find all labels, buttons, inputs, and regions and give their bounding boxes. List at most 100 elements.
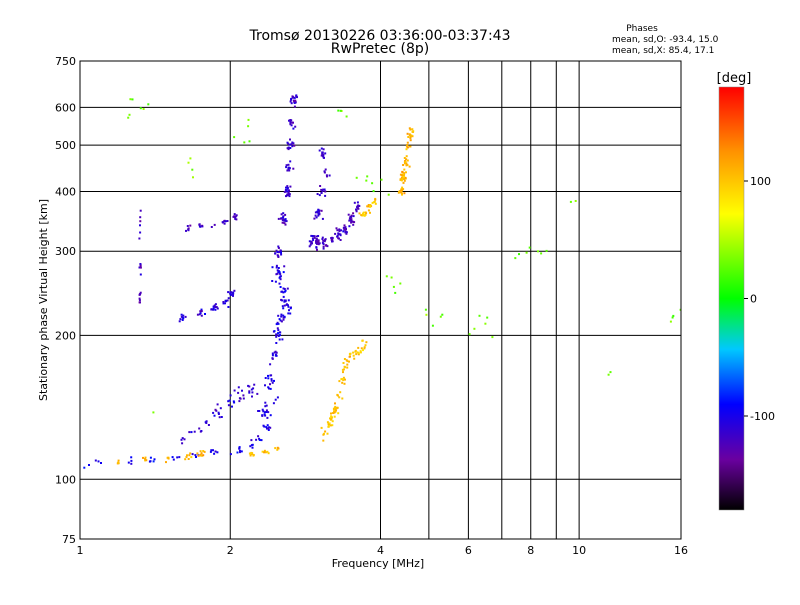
data-point [311,235,314,237]
data-point [264,414,267,417]
data-point [203,450,206,453]
data-point [268,426,271,429]
data-point [385,275,388,278]
data-point [247,125,250,128]
data-point [233,401,236,404]
data-point [409,128,412,131]
data-point [320,147,323,150]
data-point [200,314,203,317]
data-point [338,228,341,231]
data-point [406,132,409,135]
data-point [289,119,292,121]
data-point [365,179,368,182]
data-point [198,427,201,430]
data-point [142,456,144,459]
colorbar [719,87,744,510]
data-point [399,178,402,181]
data-point [335,227,338,230]
data-point [283,219,286,222]
data-point [330,415,333,418]
data-point [180,313,183,316]
data-point [223,222,226,225]
data-point [196,452,199,455]
data-point [275,342,278,344]
data-point [117,462,120,465]
data-point [275,273,278,276]
data-point [359,351,362,354]
data-point [249,454,252,457]
data-point [258,410,261,412]
data-point [363,346,366,349]
data-point [227,400,230,403]
data-point [322,247,325,250]
data-point [278,331,281,334]
data-point [276,269,279,272]
data-point [366,205,369,208]
data-point [403,179,406,182]
data-point [262,410,265,413]
data-point [224,302,226,305]
data-point [139,291,142,294]
data-point [348,353,351,355]
data-point [197,454,200,457]
data-point [287,312,290,315]
data-point [258,437,261,440]
data-point [138,266,141,269]
data-point [97,460,100,463]
data-point [276,396,279,399]
data-point [191,453,194,456]
data-point [405,148,408,151]
data-point [315,238,318,240]
data-point [341,397,344,400]
data-point [213,223,216,226]
data-point [265,404,268,407]
data-point [326,421,329,424]
data-point [294,99,297,102]
data-point [144,456,147,459]
data-point [188,431,191,434]
data-point [279,286,282,288]
data-point [409,139,412,142]
colorbar-tick-label: 100 [750,175,771,188]
data-point [353,357,356,360]
data-point [231,405,233,408]
data-point [439,315,442,318]
data-point [287,299,290,302]
data-point [310,234,313,237]
data-point [128,113,131,116]
data-point [352,215,355,218]
data-point [284,299,287,302]
data-point [282,316,285,319]
data-point [514,257,517,260]
data-point [293,96,296,99]
data-point [209,450,212,453]
data-point [357,346,360,349]
data-point [322,239,325,242]
data-point [152,411,155,414]
data-point [311,242,313,245]
data-point [277,329,280,332]
data-point [288,193,291,196]
data-point [321,238,324,240]
data-point [291,145,294,148]
data-point [200,452,203,455]
data-point [279,278,282,281]
data-point [199,225,202,228]
data-point [142,108,145,110]
data-point [277,332,280,335]
data-point [346,366,349,369]
data-point [286,287,289,290]
data-point [405,155,408,158]
data-point [274,447,277,450]
data-point [671,316,674,319]
data-point [279,249,282,252]
data-point [212,307,215,310]
data-point [364,344,367,347]
data-point [275,249,278,252]
data-point [289,147,292,149]
data-point [325,174,328,177]
data-point [292,127,295,130]
data-point [239,451,241,454]
data-point [329,417,331,420]
